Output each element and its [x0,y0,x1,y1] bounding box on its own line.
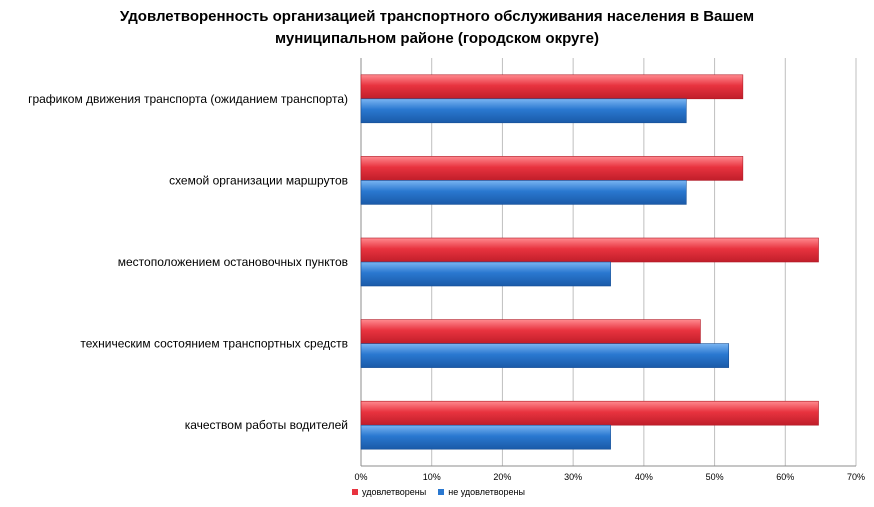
chart-title: Удовлетворенность организацией транспорт… [0,6,874,50]
category-label: местоположением остановочных пунктов [118,255,348,269]
legend: удовлетворены не удовлетворены [352,487,525,497]
bar-satisfied [360,156,744,181]
x-tick-label: 70% [847,472,865,482]
legend-item-satisfied: удовлетворены [352,487,426,497]
bar-satisfied [360,74,744,100]
x-tick-label: 60% [776,472,794,482]
category-labels: графиком движения транспорта (ожиданием … [28,92,348,432]
legend-label-satisfied: удовлетворены [362,487,427,497]
x-tick-label: 50% [706,472,724,482]
category-label: техническим состоянием транспортных сред… [80,337,348,351]
bar-not-satisfied [360,98,687,124]
bar-not-satisfied [360,261,611,287]
chart-title-line-2: муниципальном районе (городском округе) [275,30,599,47]
x-axis-ticks: 0% 10% 20% 30% 40% 50% 60% 70% [354,472,865,482]
bar-not-satisfied [360,424,611,450]
bar-not-satisfied [360,343,730,368]
category-label: качеством работы водителей [185,418,348,432]
x-tick-label: 10% [423,472,441,482]
legend-item-not-satisfied: не удовлетворены [438,487,525,497]
bar-satisfied [360,237,819,263]
category-label: графиком движения транспорта (ожиданием … [28,92,348,106]
legend-label-not-satisfied: не удовлетворены [448,487,525,497]
x-tick-label: 40% [635,472,653,482]
chart-title-line-1: Удовлетворенность организацией транспорт… [119,8,755,25]
x-tick-label: 30% [564,472,582,482]
bars [360,74,819,450]
legend-swatch-satisfied [352,489,358,495]
bar-satisfied [360,400,819,426]
bar-satisfied [360,319,701,344]
category-label: схемой организации маршрутов [169,173,348,187]
legend-swatch-not-satisfied [438,489,445,495]
x-tick-label: 20% [493,472,511,482]
x-tick-label: 0% [354,472,367,482]
bar-not-satisfied [360,180,687,205]
